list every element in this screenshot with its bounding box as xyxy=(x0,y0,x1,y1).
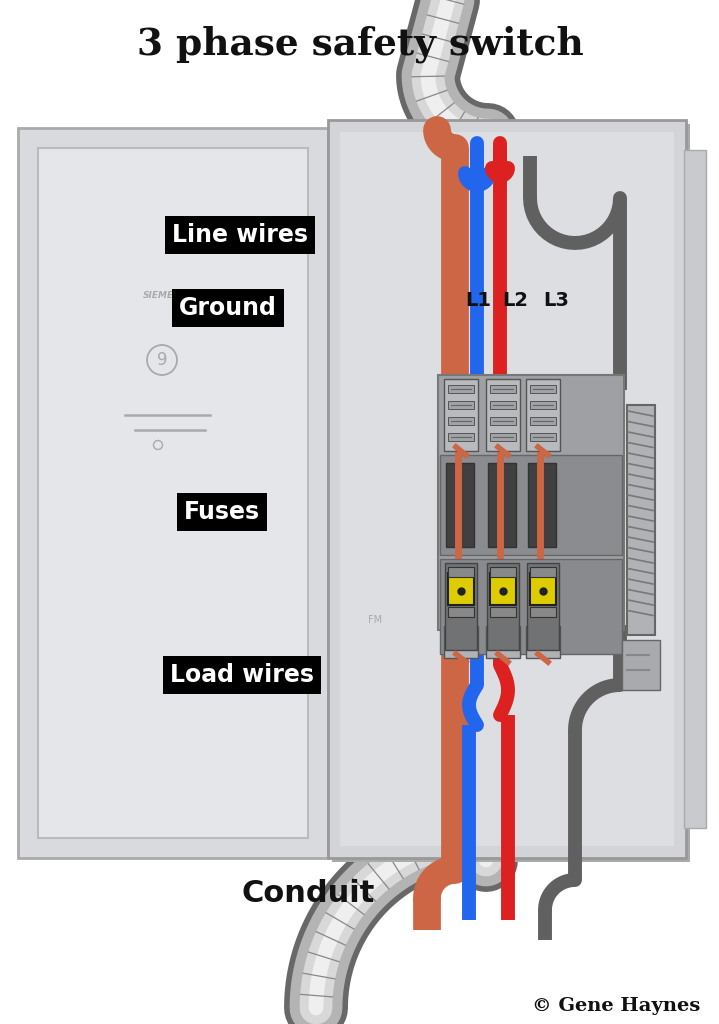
Text: L3: L3 xyxy=(543,291,569,309)
Text: Line wires: Line wires xyxy=(172,223,308,247)
Bar xyxy=(684,150,706,828)
Text: Ground: Ground xyxy=(179,296,277,319)
Bar xyxy=(445,563,477,650)
Bar xyxy=(18,128,328,858)
Bar xyxy=(530,433,556,441)
Text: 9: 9 xyxy=(157,351,168,369)
Bar xyxy=(448,433,474,441)
Text: Load wires: Load wires xyxy=(170,663,314,687)
Bar xyxy=(340,132,674,846)
Bar xyxy=(530,401,556,409)
Bar xyxy=(526,626,560,658)
Text: Conduit: Conduit xyxy=(242,879,375,907)
Bar xyxy=(440,559,622,654)
Bar xyxy=(438,375,624,630)
Bar xyxy=(530,385,556,393)
Bar xyxy=(486,379,520,451)
Bar xyxy=(526,379,560,451)
Bar xyxy=(448,573,474,605)
Bar xyxy=(448,401,474,409)
Bar xyxy=(530,607,556,617)
Bar xyxy=(530,573,556,605)
Bar xyxy=(486,626,520,658)
Bar xyxy=(490,385,516,393)
Bar xyxy=(444,379,478,451)
Text: L1: L1 xyxy=(465,291,491,309)
Bar xyxy=(444,626,478,658)
Text: FM: FM xyxy=(368,615,382,625)
Bar xyxy=(490,417,516,425)
Bar xyxy=(530,417,556,425)
Bar xyxy=(448,417,474,425)
Bar xyxy=(448,385,474,393)
Bar xyxy=(490,567,516,577)
Bar xyxy=(627,406,655,635)
Text: SIEMENS: SIEMENS xyxy=(142,291,188,299)
Text: L2: L2 xyxy=(502,291,528,309)
Text: Fuses: Fuses xyxy=(184,500,260,524)
Bar xyxy=(38,148,308,838)
Bar xyxy=(490,573,516,605)
Bar xyxy=(490,433,516,441)
Bar xyxy=(487,563,519,650)
Bar xyxy=(530,567,556,577)
Text: 3 phase safety switch: 3 phase safety switch xyxy=(137,26,583,62)
Bar xyxy=(440,455,622,555)
Bar xyxy=(446,463,474,547)
Bar xyxy=(488,463,516,547)
Bar xyxy=(448,607,474,617)
Bar xyxy=(528,463,556,547)
Bar xyxy=(328,120,686,858)
Bar xyxy=(490,401,516,409)
Bar xyxy=(622,640,660,690)
Bar xyxy=(490,607,516,617)
Bar xyxy=(448,567,474,577)
Text: © Gene Haynes: © Gene Haynes xyxy=(532,997,700,1015)
Bar xyxy=(332,124,690,862)
Bar xyxy=(527,563,559,650)
